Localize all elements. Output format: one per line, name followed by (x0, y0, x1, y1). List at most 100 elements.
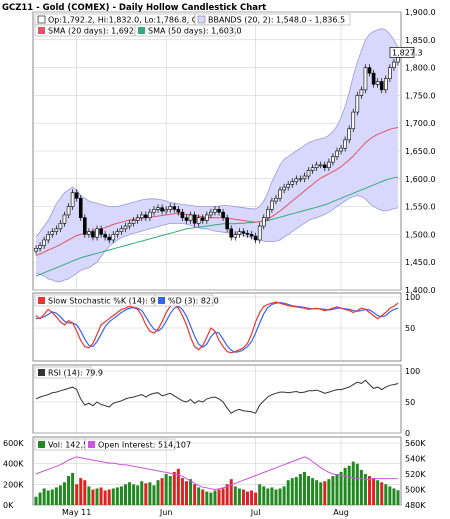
volume-bar (376, 480, 380, 505)
candle (78, 194, 83, 222)
volume-bar (54, 487, 58, 505)
volume-bar (237, 488, 241, 505)
volume-bar (241, 489, 245, 505)
volume-bar (152, 485, 156, 505)
bbands-upper-line (35, 28, 399, 238)
candle-body (148, 211, 152, 219)
candle (245, 229, 250, 238)
volume-bar (75, 484, 79, 505)
volume-bar (95, 488, 99, 505)
legend-sma20-swatch (38, 27, 45, 34)
candle-body (127, 222, 132, 227)
candle-body (66, 206, 71, 216)
candle (375, 78, 380, 88)
volume-bar (111, 488, 115, 505)
x-tick-label: Jul (250, 508, 261, 517)
oi-tick-label: 560K (405, 439, 426, 448)
candle (91, 228, 95, 241)
candle-body (91, 231, 95, 238)
volume-bar (355, 463, 359, 505)
volume-bar (79, 478, 83, 505)
candle (339, 144, 343, 155)
volume-bar (274, 489, 278, 505)
candle-body (392, 61, 396, 68)
candle (229, 225, 234, 241)
volume-bar (396, 490, 400, 505)
volume-bar (197, 487, 201, 505)
candle-body (160, 207, 164, 212)
candle-body (180, 211, 185, 219)
legend-stoch-d-swatch (158, 297, 165, 304)
candle (310, 164, 315, 174)
candle-body (139, 214, 144, 219)
price-tick-label: 1,650.0 (405, 147, 436, 156)
volume-bar (46, 490, 50, 505)
candle (115, 228, 120, 238)
indicator-tick-label: 100 (405, 293, 420, 302)
candle-body (367, 67, 372, 74)
candle (38, 242, 42, 252)
last-price-box (389, 47, 415, 58)
volume-tick-label: 600K (3, 439, 24, 448)
indicator-tick-label: 100 (405, 367, 420, 376)
volume-bar (189, 479, 193, 505)
price-axis: 1,400.0 1,450.0 1,500.0 1,550.0 1,600.0 1,650… (405, 8, 436, 295)
bbands-area (36, 28, 398, 282)
volume-bar (298, 474, 302, 505)
candle-body (294, 178, 299, 182)
volume-bar (266, 488, 270, 505)
volume-bar (144, 483, 148, 505)
volume-bar (392, 488, 396, 505)
candle-body (261, 217, 266, 227)
candle-body (62, 214, 67, 224)
legend-rsi-box (34, 366, 92, 379)
volume-bar (83, 480, 87, 505)
candle-body (95, 228, 99, 238)
candle-body (351, 111, 356, 130)
volume-bar (201, 489, 205, 505)
candle (176, 206, 181, 216)
candle (290, 178, 295, 188)
candle-body (184, 217, 189, 221)
candle (83, 214, 87, 238)
volume-tick-label: 400K (3, 460, 24, 469)
indicator-tick-label: 50 (405, 324, 415, 333)
candle-body (282, 186, 286, 191)
candle-body (111, 234, 116, 241)
volume-bar (67, 476, 71, 505)
candle-body (87, 231, 91, 235)
legend-stoch-d-box (154, 294, 214, 307)
candle (62, 211, 67, 227)
volume-bar (229, 479, 233, 505)
candle-body (135, 217, 140, 221)
volume-bar (286, 480, 290, 505)
candle-body (379, 81, 384, 91)
candle (359, 86, 364, 99)
volume-bar (331, 476, 335, 505)
volume-bar (233, 486, 237, 505)
oi-tick-label: 480K (405, 501, 426, 510)
rsi-axis: 0 50 100 (405, 367, 420, 438)
candle (200, 214, 205, 224)
candle-body (363, 67, 368, 91)
volume-bar (351, 461, 355, 505)
candle (331, 153, 335, 166)
volume-bar (278, 488, 282, 505)
candle (164, 206, 168, 215)
candle-body (70, 192, 75, 207)
volume-bar (209, 492, 213, 505)
volume-bar (217, 489, 221, 505)
candle-body (306, 170, 311, 177)
volume-bar (335, 474, 339, 505)
volume-tick-label: 0K (3, 501, 14, 510)
legend-volume: Vol: 142,555 (48, 441, 98, 450)
candle (209, 208, 213, 219)
candle-body (196, 217, 201, 224)
candle-body (302, 175, 307, 180)
volume-bar (115, 487, 119, 505)
candle-body (314, 164, 319, 168)
candle-body (192, 214, 197, 224)
price-tick-label: 1,850.0 (405, 36, 436, 45)
legend-bbands: BBANDS (20, 2): 1,548.0 - 1,836.5 (208, 16, 345, 25)
candle (270, 197, 274, 213)
